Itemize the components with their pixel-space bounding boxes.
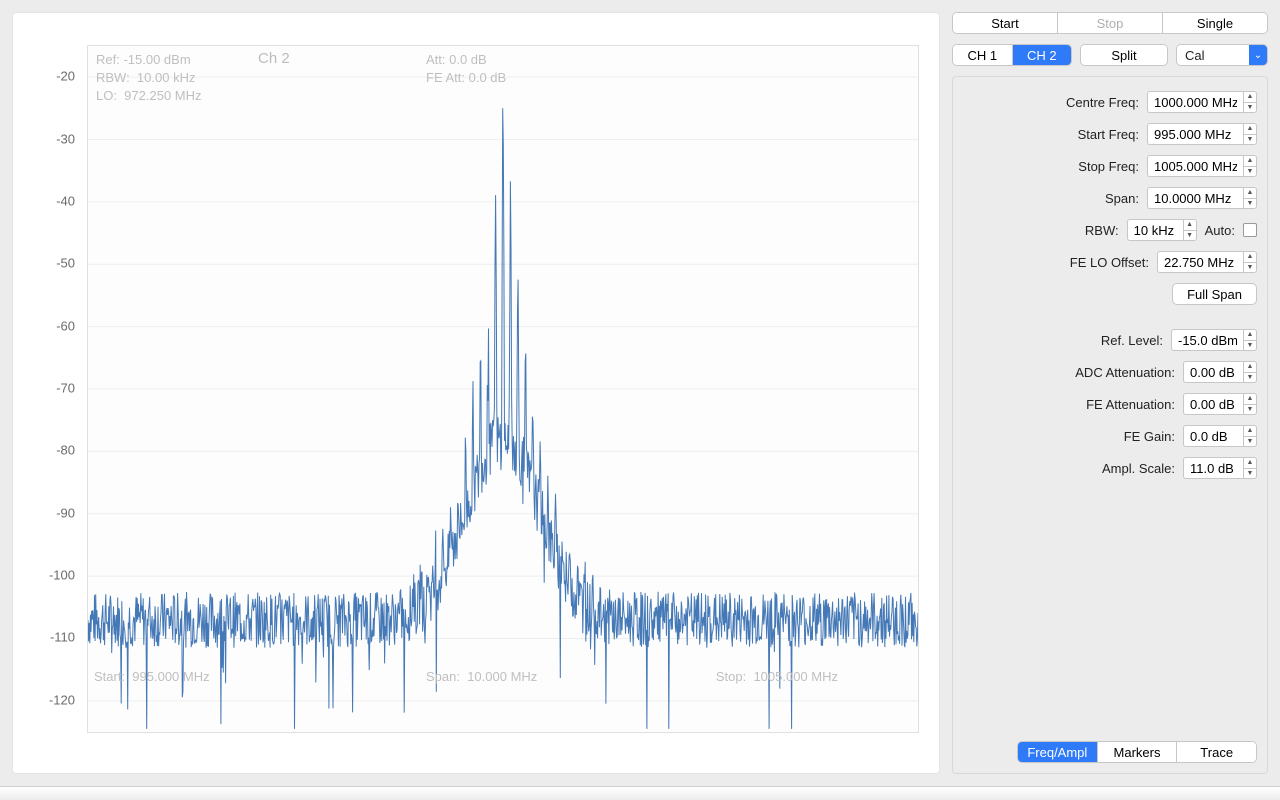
overlay-span: Span: 10.000 MHz (426, 669, 537, 684)
overlay-channel-title: Ch 2 (258, 50, 290, 67)
plot-area: Ref: -15.00 dBm RBW: 10.00 kHz LO: 972.2… (87, 45, 919, 733)
view-tabs: Freq/Ampl Markers Trace (1017, 741, 1257, 763)
stop-freq-label: Stop Freq: (1078, 159, 1139, 174)
tab-freq-ampl[interactable]: Freq/Ampl (1018, 742, 1097, 762)
y-tick-label: -20 (15, 69, 75, 84)
y-tick-label: -40 (15, 193, 75, 208)
overlay-start: Start: 995.000 MHz (94, 669, 210, 684)
cal-select-label: Cal (1177, 45, 1249, 65)
overlay-ref: Ref: -15.00 dBm (96, 52, 191, 67)
overlay-rbw: RBW: 10.00 kHz (96, 70, 195, 85)
rbw-stepper[interactable]: ▲▼ (1183, 219, 1197, 241)
fe-lo-field[interactable] (1157, 251, 1243, 273)
tab-markers[interactable]: Markers (1097, 742, 1177, 762)
ampl-scale-input[interactable]: ▲▼ (1183, 457, 1257, 479)
fe-att-input[interactable]: ▲▼ (1183, 393, 1257, 415)
overlay-feAtt: FE Att: 0.0 dB (426, 70, 506, 85)
rbw-input[interactable]: ▲▼ (1127, 219, 1197, 241)
centre-freq-field[interactable] (1147, 91, 1243, 113)
start-freq-input[interactable]: ▲▼ (1147, 123, 1257, 145)
y-tick-label: -120 (15, 692, 75, 707)
full-span-button[interactable]: Full Span (1172, 283, 1257, 305)
cal-select[interactable]: Cal ⌄ (1176, 44, 1268, 66)
rbw-field[interactable] (1127, 219, 1183, 241)
adc-att-label: ADC Attenuation: (1075, 365, 1175, 380)
adc-att-field[interactable] (1183, 361, 1243, 383)
ref-level-field[interactable] (1171, 329, 1243, 351)
start-freq-stepper[interactable]: ▲▼ (1243, 123, 1257, 145)
ref-level-stepper[interactable]: ▲▼ (1243, 329, 1257, 351)
ch1-button[interactable]: CH 1 (953, 45, 1012, 65)
settings-panel: Centre Freq: ▲▼ Start Freq: ▲▼ Stop Freq… (952, 76, 1268, 774)
centre-freq-input[interactable]: ▲▼ (1147, 91, 1257, 113)
fe-att-label: FE Attenuation: (1086, 397, 1175, 412)
y-tick-label: -90 (15, 505, 75, 520)
y-tick-label: -110 (15, 630, 75, 645)
y-tick-label: -30 (15, 131, 75, 146)
fe-gain-stepper[interactable]: ▲▼ (1243, 425, 1257, 447)
ampl-scale-field[interactable] (1183, 457, 1243, 479)
adc-att-input[interactable]: ▲▼ (1183, 361, 1257, 383)
chevron-down-icon: ⌄ (1249, 45, 1267, 65)
rbw-label: RBW: (1085, 223, 1119, 238)
fe-att-stepper[interactable]: ▲▼ (1243, 393, 1257, 415)
fe-att-field[interactable] (1183, 393, 1243, 415)
fe-lo-input[interactable]: ▲▼ (1157, 251, 1257, 273)
span-input[interactable]: ▲▼ (1147, 187, 1257, 209)
y-tick-label: -60 (15, 318, 75, 333)
stop-freq-stepper[interactable]: ▲▼ (1243, 155, 1257, 177)
split-button[interactable]: Split (1081, 45, 1167, 65)
y-tick-label: -80 (15, 443, 75, 458)
fe-lo-label: FE LO Offset: (1070, 255, 1149, 270)
single-button[interactable]: Single (1162, 13, 1267, 33)
ref-level-label: Ref. Level: (1101, 333, 1163, 348)
split-segment: Split (1080, 44, 1168, 66)
acquisition-segment: Start Stop Single (952, 12, 1268, 34)
start-freq-label: Start Freq: (1078, 127, 1139, 142)
ampl-scale-label: Ampl. Scale: (1102, 461, 1175, 476)
span-field[interactable] (1147, 187, 1243, 209)
fe-gain-label: FE Gain: (1124, 429, 1175, 444)
window-bottombar (0, 786, 1280, 800)
ref-level-input[interactable]: ▲▼ (1171, 329, 1257, 351)
centre-freq-label: Centre Freq: (1066, 95, 1139, 110)
ampl-scale-stepper[interactable]: ▲▼ (1243, 457, 1257, 479)
spectrum-chart-card: -20 -30 -40 -50 -60 -70 -80 -90 -100 -110 -120 Ref… (12, 12, 940, 774)
y-tick-label: -100 (15, 568, 75, 583)
y-tick-label: -70 (15, 381, 75, 396)
overlay-stop: Stop: 1005.000 MHz (716, 669, 838, 684)
stop-freq-input[interactable]: ▲▼ (1147, 155, 1257, 177)
stop-button[interactable]: Stop (1057, 13, 1162, 33)
y-tick-label: -50 (15, 256, 75, 271)
channel-segment: CH 1 CH 2 (952, 44, 1072, 66)
overlay-lo: LO: 972.250 MHz (96, 88, 202, 103)
spectrum-trace-svg (88, 46, 918, 732)
fe-lo-stepper[interactable]: ▲▼ (1243, 251, 1257, 273)
span-stepper[interactable]: ▲▼ (1243, 187, 1257, 209)
ch2-button[interactable]: CH 2 (1012, 45, 1072, 65)
tab-trace[interactable]: Trace (1176, 742, 1256, 762)
fe-gain-field[interactable] (1183, 425, 1243, 447)
start-button[interactable]: Start (953, 13, 1057, 33)
adc-att-stepper[interactable]: ▲▼ (1243, 361, 1257, 383)
overlay-att: Att: 0.0 dB (426, 52, 487, 67)
control-sidebar: Start Stop Single CH 1 CH 2 Split Cal ⌄ … (952, 12, 1268, 774)
stop-freq-field[interactable] (1147, 155, 1243, 177)
y-axis-tick-labels: -20 -30 -40 -50 -60 -70 -80 -90 -100 -110 -120 (13, 45, 83, 733)
centre-freq-stepper[interactable]: ▲▼ (1243, 91, 1257, 113)
span-label: Span: (1105, 191, 1139, 206)
start-freq-field[interactable] (1147, 123, 1243, 145)
fe-gain-input[interactable]: ▲▼ (1183, 425, 1257, 447)
rbw-auto-checkbox[interactable] (1243, 223, 1257, 237)
rbw-auto-label: Auto: (1205, 223, 1235, 238)
